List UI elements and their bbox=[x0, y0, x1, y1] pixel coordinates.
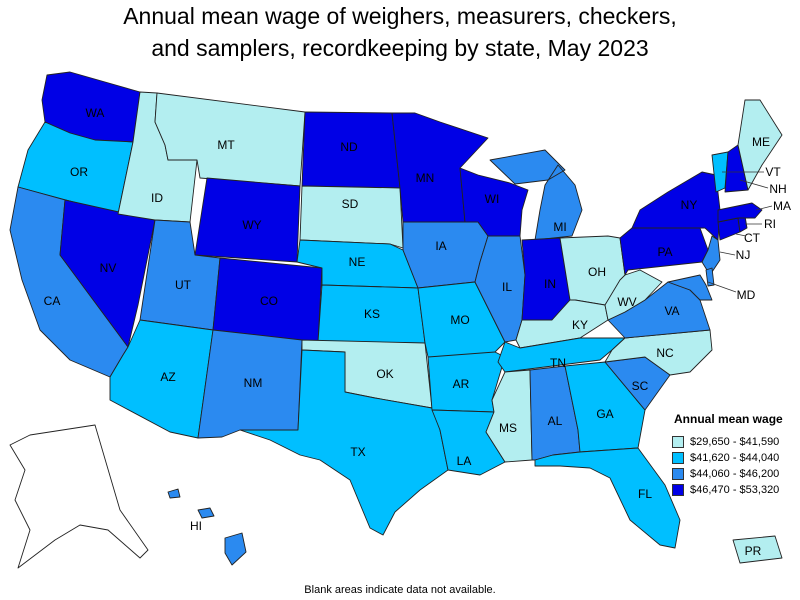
state-label-co: CO bbox=[260, 294, 278, 308]
state-label-oh: OH bbox=[588, 265, 606, 279]
state-label-ca: CA bbox=[44, 294, 61, 308]
state-label-tn: TN bbox=[550, 356, 566, 370]
map-title-line-2: and samplers, recordkeeping by state, Ma… bbox=[151, 35, 649, 61]
state-label-wy: WY bbox=[242, 218, 261, 232]
legend-label: $44,060 - $46,200 bbox=[690, 468, 780, 480]
state-wi bbox=[459, 167, 529, 237]
state-pr bbox=[732, 535, 783, 564]
state-label-mo: MO bbox=[450, 313, 469, 327]
state-label-ga: GA bbox=[596, 407, 613, 421]
legend-label: $29,650 - $41,590 bbox=[690, 436, 780, 448]
state-label-ks: KS bbox=[364, 307, 380, 321]
state-label-wi: WI bbox=[485, 192, 500, 206]
state-label-mt: MT bbox=[217, 138, 235, 152]
state-label-ct: CT bbox=[744, 231, 761, 245]
legend-row: $41,620 - $44,040 bbox=[672, 450, 783, 466]
state-md bbox=[667, 274, 713, 301]
map-title: Annual mean wage of weighers, measurers,… bbox=[0, 0, 800, 64]
state-sd bbox=[299, 185, 404, 249]
label-leader-line bbox=[707, 281, 737, 293]
state-ia bbox=[402, 221, 489, 289]
state-label-ny: NY bbox=[681, 198, 698, 212]
state-label-ut: UT bbox=[175, 278, 192, 292]
legend-row: $46,470 - $53,320 bbox=[672, 482, 783, 498]
state-label-pr: PR bbox=[745, 544, 762, 558]
state-ma bbox=[717, 202, 763, 223]
state-label-id: ID bbox=[151, 191, 163, 205]
state-label-wa: WA bbox=[86, 106, 105, 120]
state-nc bbox=[604, 329, 713, 376]
legend-swatch bbox=[672, 468, 684, 480]
legend-label: $46,470 - $53,320 bbox=[690, 484, 780, 496]
state-label-ms: MS bbox=[499, 421, 517, 435]
state-label-sd: SD bbox=[342, 197, 359, 211]
state-label-ky: KY bbox=[572, 318, 588, 332]
label-leader-line bbox=[739, 179, 769, 189]
state-label-ne: NE bbox=[349, 255, 366, 269]
legend-title: Annual mean wage bbox=[674, 412, 783, 426]
state-label-me: ME bbox=[752, 135, 770, 149]
state-label-nh: NH bbox=[769, 182, 786, 196]
state-label-ok: OK bbox=[376, 367, 393, 381]
state-label-wv: WV bbox=[617, 295, 636, 309]
footnote: Blank areas indicate data not available. bbox=[304, 584, 496, 596]
state-label-ma: MA bbox=[773, 199, 791, 213]
legend-row: $29,650 - $41,590 bbox=[672, 434, 783, 450]
state-label-il: IL bbox=[502, 280, 512, 294]
state-label-md: MD bbox=[737, 288, 756, 302]
state-label-vt: VT bbox=[765, 165, 781, 179]
state-label-tx: TX bbox=[350, 445, 365, 459]
state-label-nc: NC bbox=[656, 346, 674, 360]
state-label-ri: RI bbox=[764, 217, 776, 231]
state-label-hi: HI bbox=[190, 519, 202, 533]
state-label-in: IN bbox=[544, 277, 556, 291]
label-leader-line bbox=[719, 251, 736, 256]
state-ny bbox=[631, 171, 721, 241]
state-label-sc: SC bbox=[632, 379, 649, 393]
legend-swatch bbox=[672, 452, 684, 464]
state-hi bbox=[167, 488, 247, 566]
state-mi bbox=[489, 149, 583, 241]
state-label-ar: AR bbox=[453, 377, 470, 391]
state-mt bbox=[154, 92, 306, 187]
state-label-la: LA bbox=[457, 454, 472, 468]
legend-label: $41,620 - $44,040 bbox=[690, 452, 780, 464]
legend-swatch bbox=[672, 484, 684, 496]
state-tx bbox=[239, 349, 449, 536]
state-label-nv: NV bbox=[100, 261, 117, 275]
state-label-az: AZ bbox=[160, 370, 175, 384]
state-label-fl: FL bbox=[638, 487, 652, 501]
state-fl bbox=[534, 447, 681, 549]
legend-row: $44,060 - $46,200 bbox=[672, 466, 783, 482]
state-wv bbox=[604, 269, 663, 321]
state-label-mn: MN bbox=[416, 171, 435, 185]
state-label-nj: NJ bbox=[736, 248, 751, 262]
state-label-pa: PA bbox=[657, 245, 672, 259]
label-leader-line bbox=[755, 205, 773, 211]
state-ms bbox=[485, 369, 533, 463]
state-label-nd: ND bbox=[340, 140, 358, 154]
state-label-ia: IA bbox=[435, 239, 446, 253]
legend-swatch bbox=[672, 436, 684, 448]
state-label-or: OR bbox=[70, 165, 88, 179]
state-ak bbox=[9, 424, 149, 569]
state-label-nm: NM bbox=[244, 376, 263, 390]
state-me bbox=[737, 99, 783, 191]
state-label-al: AL bbox=[548, 414, 563, 428]
state-label-mi: MI bbox=[553, 220, 566, 234]
legend: Annual mean wage $29,650 - $41,590 $41,62… bbox=[672, 412, 783, 498]
map-title-line-1: Annual mean wage of weighers, measurers,… bbox=[123, 3, 677, 29]
label-leader-line bbox=[735, 233, 747, 237]
state-de bbox=[705, 267, 715, 287]
state-label-va: VA bbox=[664, 304, 679, 318]
